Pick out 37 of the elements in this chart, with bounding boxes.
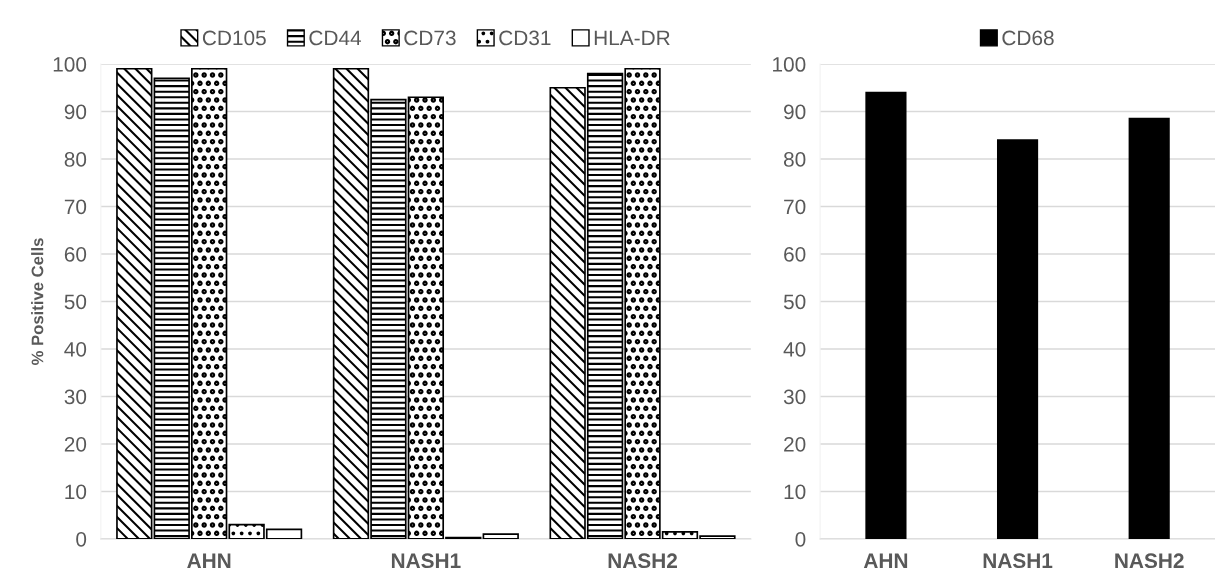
bar [482,533,519,539]
y-tick-label: 30 [783,389,806,405]
y-tick-label: 40 [783,341,806,357]
y-tick-label: 0 [795,531,806,547]
y-tick-label: 40 [64,341,87,357]
legend-label: CD73 [404,30,456,46]
y-tick-label: 10 [65,484,87,500]
y-tick-label: 10 [784,484,806,500]
y-tick-label: 90 [784,104,806,120]
y-tick-label: 50 [64,294,87,310]
legend-label: CD44 [309,30,362,46]
x-tick-label: NASH2 [608,553,678,569]
y-tick-label: 0 [76,531,87,547]
y-tick-label: 60 [64,246,87,262]
y-axis-title: % Positive Cells [31,238,44,365]
legend-label: CD31 [499,30,551,46]
legend-label: CD68 [1002,30,1054,46]
x-tick-label: NASH2 [1115,553,1184,569]
x-tick-label: AHN [187,553,231,568]
y-tick-label: 80 [64,152,87,167]
legend-label: HLA-DR [594,30,670,46]
y-tick-label: 60 [784,246,806,262]
y-tick-label: 20 [784,436,806,452]
y-tick-label: 90 [64,104,87,120]
x-tick-label: NASH1 [983,553,1053,569]
bar [116,67,153,539]
x-tick-label: NASH1 [391,553,461,569]
y-tick-label: 50 [783,294,806,310]
y-tick-label: 20 [64,436,87,452]
y-tick-label: 70 [64,199,87,215]
y-tick-label: 30 [64,389,87,405]
y-tick-label: 70 [784,199,806,215]
y-tick-label: 100 [53,57,87,72]
y-tick-label: 100 [773,57,806,72]
legend-label: CD105 [202,30,266,46]
y-tick-label: 80 [783,152,806,167]
x-tick-label: AHN [863,553,908,568]
